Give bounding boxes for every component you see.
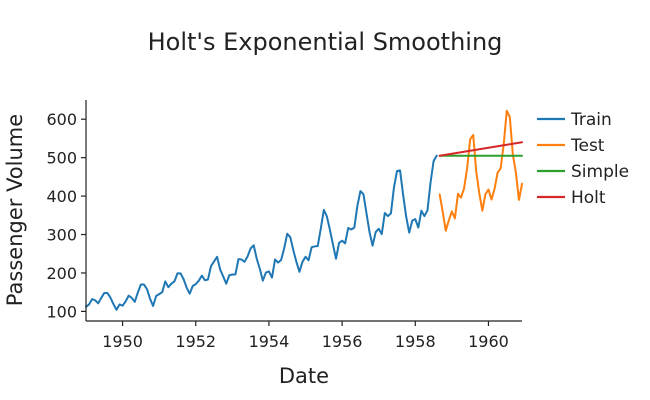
plot-area: 1950 1952 1954 1956 1958 1960 100 200 300 400 500…: [46, 100, 523, 351]
y-tick-label: 100: [46, 302, 77, 321]
x-tick-label: 1954: [249, 332, 290, 351]
y-tick-label: 500: [46, 149, 77, 168]
y-axis-ticks: 100 200 300 400 500 600: [46, 110, 86, 321]
x-axis-label: Date: [279, 364, 329, 388]
legend-label: Simple: [571, 162, 629, 182]
y-tick-label: 300: [46, 226, 77, 245]
series-layer: [85, 109, 523, 311]
series-line-test: [438, 109, 523, 232]
series-line-holt: [438, 141, 523, 157]
x-tick-label: 1952: [175, 332, 216, 351]
legend: Train Test Simple Holt: [537, 110, 629, 208]
legend-item-simple: Simple: [537, 162, 629, 182]
legend-item-test: Test: [537, 136, 605, 156]
x-tick-label: 1960: [468, 332, 509, 351]
y-tick-label: 200: [46, 264, 77, 283]
x-axis-ticks: 1950 1952 1954 1956 1958 1960: [102, 321, 509, 351]
y-tick-label: 600: [46, 110, 77, 129]
chart-title: Holt's Exponential Smoothing: [148, 28, 503, 56]
x-tick-label: 1958: [395, 332, 436, 351]
legend-label: Holt: [571, 188, 606, 208]
x-tick-label: 1950: [102, 332, 143, 351]
legend-label: Test: [570, 136, 605, 156]
y-tick-label: 400: [46, 187, 77, 206]
legend-item-train: Train: [537, 110, 612, 130]
x-tick-label: 1956: [322, 332, 363, 351]
legend-item-holt: Holt: [537, 188, 606, 208]
legend-label: Train: [570, 110, 612, 130]
y-axis-label: Passenger Volume: [3, 114, 27, 306]
series-line-train: [85, 154, 438, 311]
